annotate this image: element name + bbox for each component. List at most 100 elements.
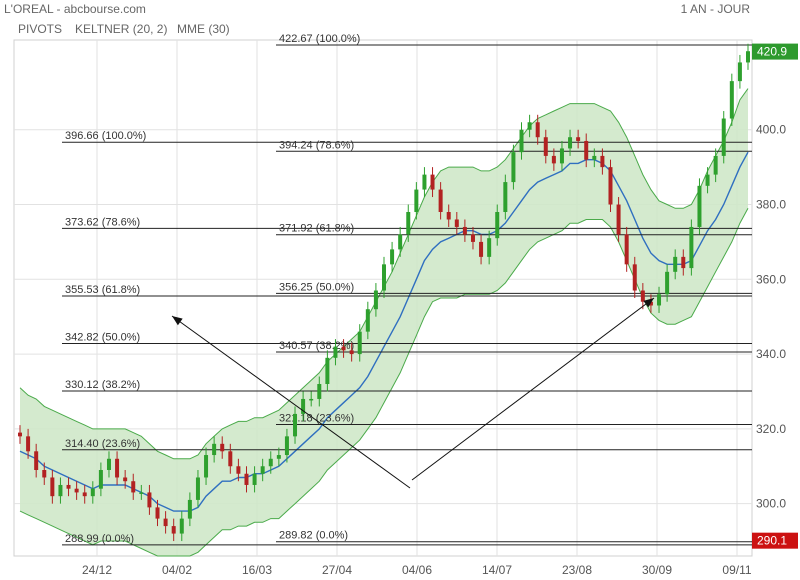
candle-body	[729, 81, 734, 119]
candle-body	[276, 455, 281, 459]
candle-body	[123, 477, 128, 482]
axes: 300.0 320.0 340.0 360.0 380.0 400.0 24/12 04/02…	[82, 43, 798, 577]
candle-body	[527, 122, 532, 130]
candle-body	[535, 122, 540, 138]
candle-body	[309, 398, 314, 401]
candle-body	[228, 451, 233, 467]
candle-body	[438, 189, 443, 212]
candle-body	[648, 301, 653, 306]
candle-body	[673, 256, 678, 272]
candle-body	[632, 264, 637, 291]
fib-left-label: 288.99 (0.0%)	[65, 533, 134, 545]
legend: PIVOTS KELTNER (20, 2) MME (30)	[18, 22, 230, 36]
candle-body	[293, 413, 298, 437]
y-tick-label: 320.0	[756, 422, 786, 436]
candle-body	[98, 470, 103, 489]
chart-period[interactable]: 1 AN - JOUR	[681, 2, 751, 16]
candle-body	[171, 526, 176, 534]
x-tick-label: 14/07	[482, 563, 512, 577]
candle-body	[479, 241, 484, 257]
fib-left-label: 373.62 (78.6%)	[65, 216, 140, 228]
candle-body	[90, 488, 95, 497]
candle-body	[640, 290, 645, 302]
candle-body	[42, 470, 47, 478]
candle-body	[236, 466, 241, 474]
candle-body	[551, 155, 556, 164]
candle-body	[187, 499, 192, 519]
y-tick-label: 300.0	[756, 497, 786, 511]
annotation-arrow-line	[411, 297, 655, 481]
candle-body	[66, 484, 71, 489]
candle-body	[543, 137, 548, 156]
candle-body	[503, 182, 508, 212]
x-tick-label: 24/12	[82, 563, 112, 577]
candle-body	[18, 432, 22, 437]
candle-body	[50, 477, 55, 497]
candle-body	[608, 167, 613, 205]
candle-body	[519, 129, 524, 153]
candle-body	[260, 466, 265, 474]
annotation-arrow-head	[643, 298, 654, 308]
candle-body	[616, 204, 621, 235]
fib-left-label: 314.40 (23.6%)	[65, 438, 140, 450]
candle-body	[390, 249, 395, 265]
y-tick-label: 340.0	[756, 347, 786, 361]
y-tick-label: 360.0	[756, 272, 786, 286]
candle-body	[284, 436, 289, 456]
y-tick-label: 380.0	[756, 198, 786, 212]
fib-left-label: 355.53 (61.8%)	[65, 284, 140, 296]
annotation-arrows	[171, 297, 655, 489]
candle-body	[147, 492, 152, 508]
candle-body	[268, 458, 273, 467]
candle-body	[317, 384, 322, 399]
x-tick-label: 30/09	[642, 563, 672, 577]
fib-right-label: 394.24 (78.6%)	[279, 139, 354, 151]
candle-body	[592, 155, 597, 160]
candle-body	[220, 443, 225, 452]
candle-body	[244, 473, 249, 485]
candle-body	[406, 212, 411, 235]
chart-title: L'OREAL - abcbourse.com	[4, 2, 146, 16]
candle-body	[357, 331, 362, 355]
x-tick-label: 23/08	[562, 563, 592, 577]
candle-body	[454, 219, 459, 227]
y-tick-label: 400.0	[756, 123, 786, 137]
candle-body	[681, 256, 686, 269]
candle-body	[470, 234, 475, 242]
x-tick-label: 09/11	[722, 563, 751, 577]
x-tick-label: 04/02	[162, 563, 192, 577]
candle-body	[74, 488, 79, 493]
legend-mme[interactable]: MME (30)	[177, 22, 230, 36]
keltner-band-fill	[20, 88, 748, 556]
legend-keltner[interactable]: KELTNER (20, 2)	[75, 22, 167, 36]
candle-body	[139, 492, 144, 494]
candle-body	[462, 226, 467, 235]
candle-body	[600, 155, 605, 168]
fib-right-label: 289.82 (0.0%)	[279, 530, 348, 542]
candle-body	[689, 226, 694, 269]
candle-body	[382, 264, 386, 291]
candle-body	[487, 238, 492, 257]
candle-body	[365, 309, 370, 332]
candle-body	[82, 492, 87, 497]
x-tick-label: 04/06	[402, 563, 432, 577]
candle-body	[325, 357, 330, 384]
keltner-band	[19, 88, 749, 557]
candle-body	[212, 443, 217, 456]
price-candles	[18, 43, 750, 542]
candle-body	[576, 137, 581, 141]
fib-right-label: 371.92 (61.8%)	[279, 223, 354, 235]
annotation-arrow-line	[171, 315, 411, 489]
candle-body	[430, 174, 435, 190]
legend-pivots[interactable]: PIVOTS	[18, 22, 62, 36]
candle-body	[422, 174, 427, 190]
candle-body	[584, 140, 589, 160]
fib-left-label: 342.82 (50.0%)	[65, 332, 140, 344]
candle-body	[26, 436, 31, 452]
candle-body	[373, 290, 378, 310]
candle-body	[131, 481, 136, 493]
candle-body	[746, 51, 750, 63]
candle-body	[333, 346, 338, 358]
candle-body	[398, 234, 403, 250]
